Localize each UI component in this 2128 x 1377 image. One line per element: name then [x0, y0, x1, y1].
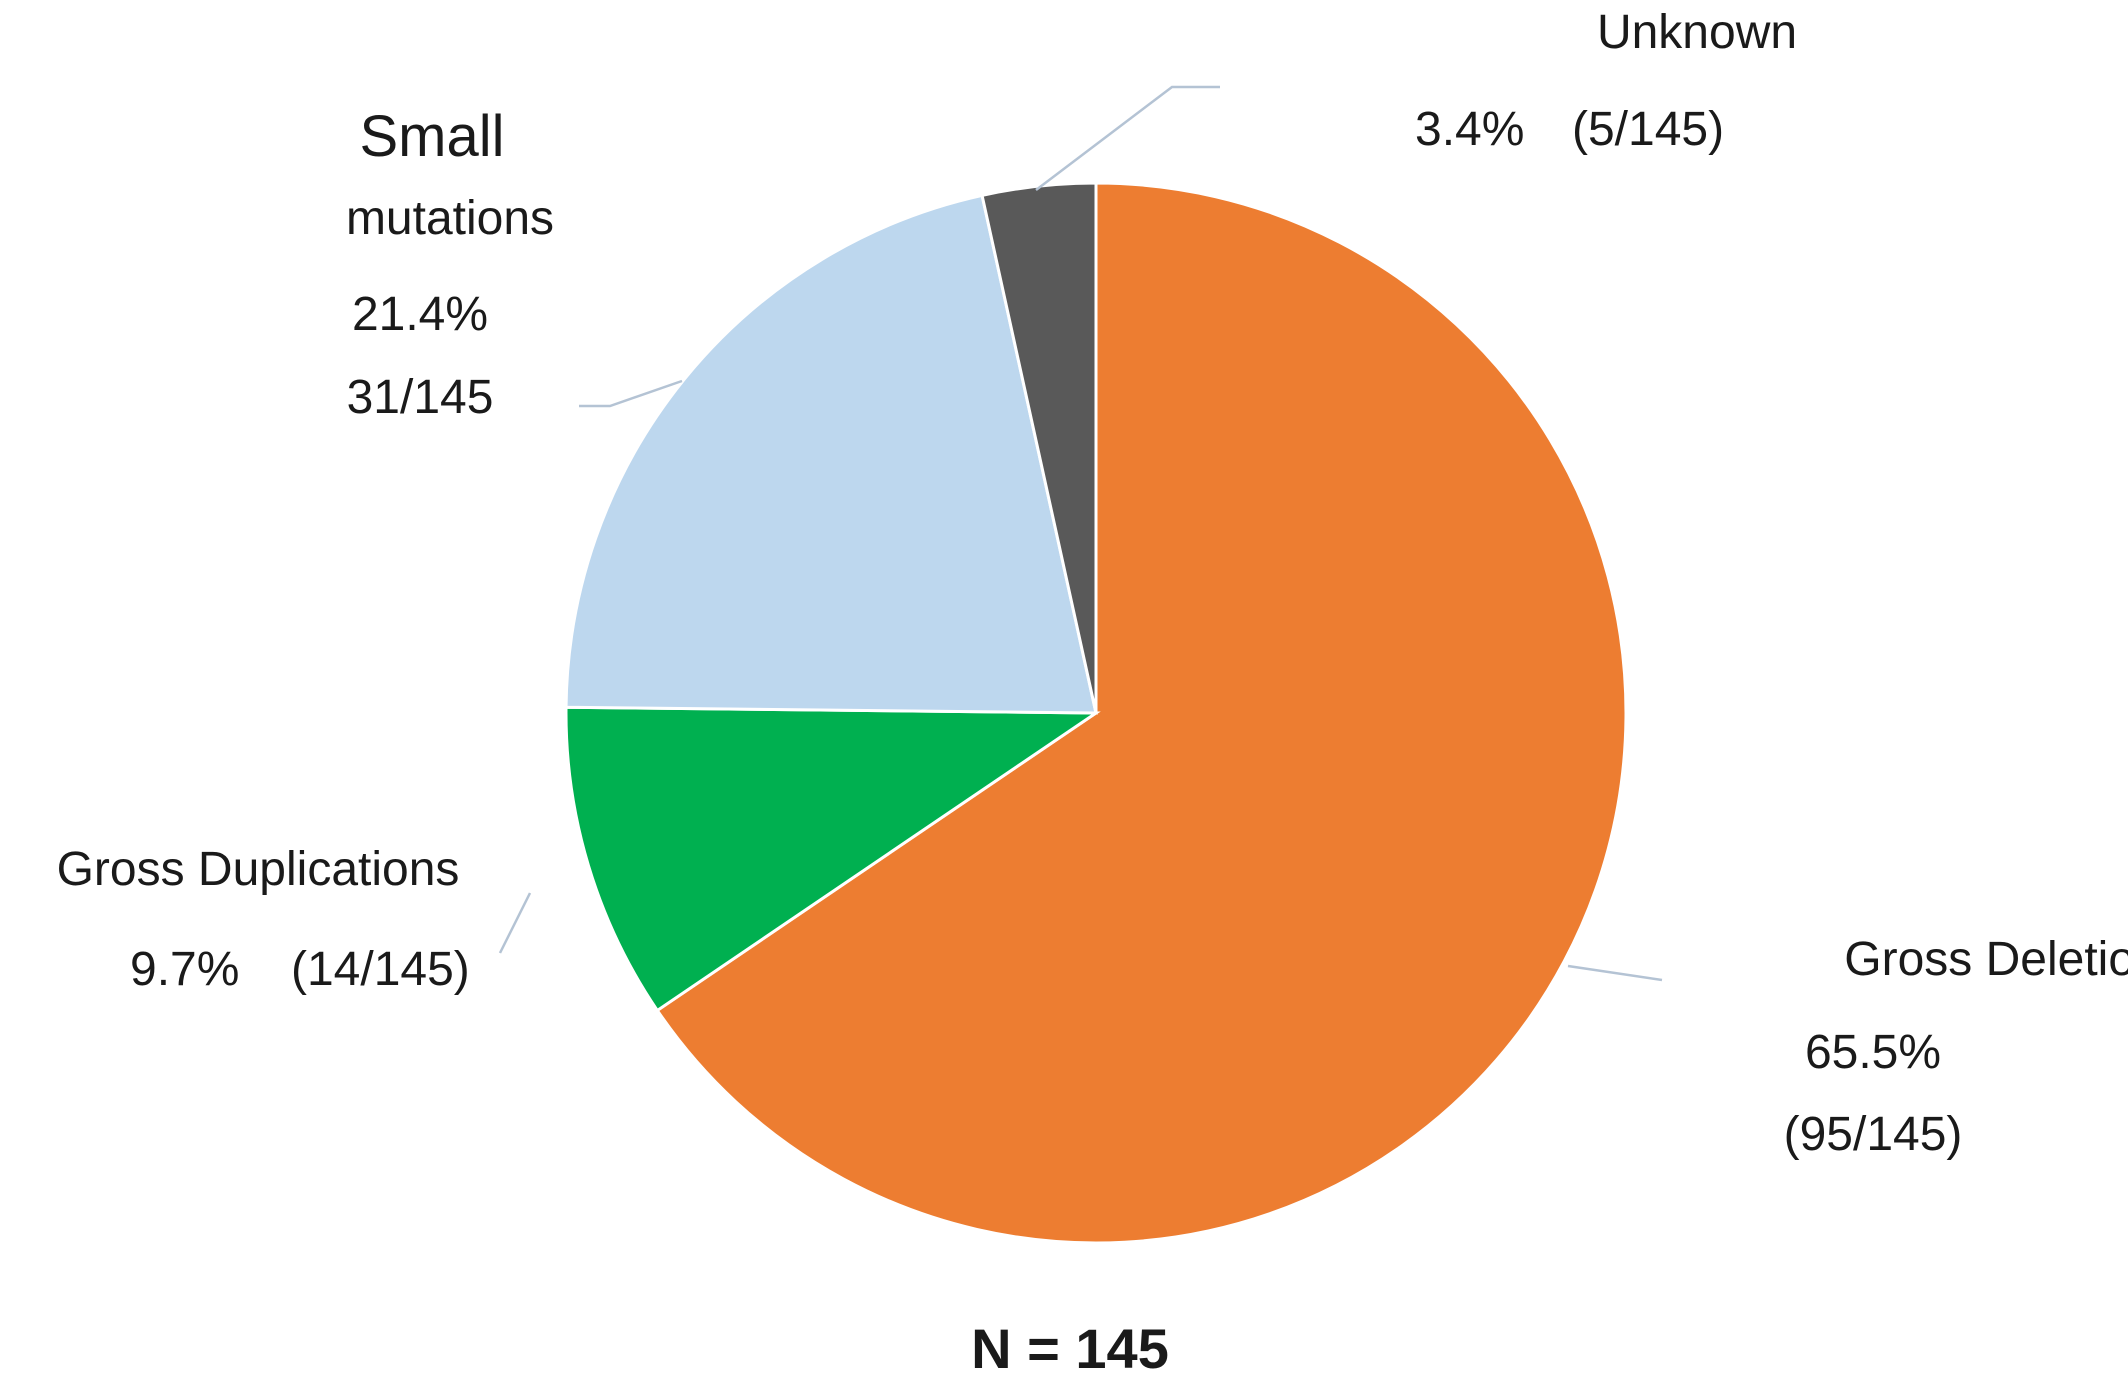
- label-small-mutations-name-line2: mutations: [346, 192, 554, 245]
- chart-footer-n: N = 145: [971, 1317, 1169, 1377]
- slice-gross-deletions: [655, 181, 1628, 1245]
- label-unknown-percent: 3.4%: [1415, 103, 1524, 156]
- label-gross-deletions-percent: 65.5%: [1805, 1026, 1941, 1079]
- label-small-mutations-count: 31/145: [347, 371, 494, 424]
- label-unknown-count: (5/145): [1572, 103, 1724, 156]
- label-gross-duplications-percent: 9.7%: [130, 943, 239, 996]
- leader-gross-deletions: [1567, 964, 1663, 982]
- slice-small-mutations: [564, 193, 1098, 715]
- pie-slices: [564, 181, 1628, 1245]
- leader-gross-duplications: [498, 892, 532, 954]
- slice-gross-duplications: [564, 705, 1101, 1013]
- label-gross-deletions-count: (95/145): [1784, 1108, 1963, 1161]
- leader-small-mutations: [579, 379, 683, 408]
- label-gross-deletions-name: Gross Deletions: [1844, 933, 2128, 986]
- label-gross-duplications-name: Gross Duplications: [57, 843, 460, 896]
- leader-unknown: [1035, 85, 1220, 191]
- label-small-mutations-percent: 21.4%: [352, 288, 488, 341]
- label-gross-duplications-count: (14/145): [291, 943, 470, 996]
- leader-lines: [498, 85, 1663, 982]
- slice-unknown: [980, 181, 1098, 714]
- label-unknown-name: Unknown: [1597, 6, 1797, 59]
- label-small-mutations-name: Small: [359, 104, 504, 169]
